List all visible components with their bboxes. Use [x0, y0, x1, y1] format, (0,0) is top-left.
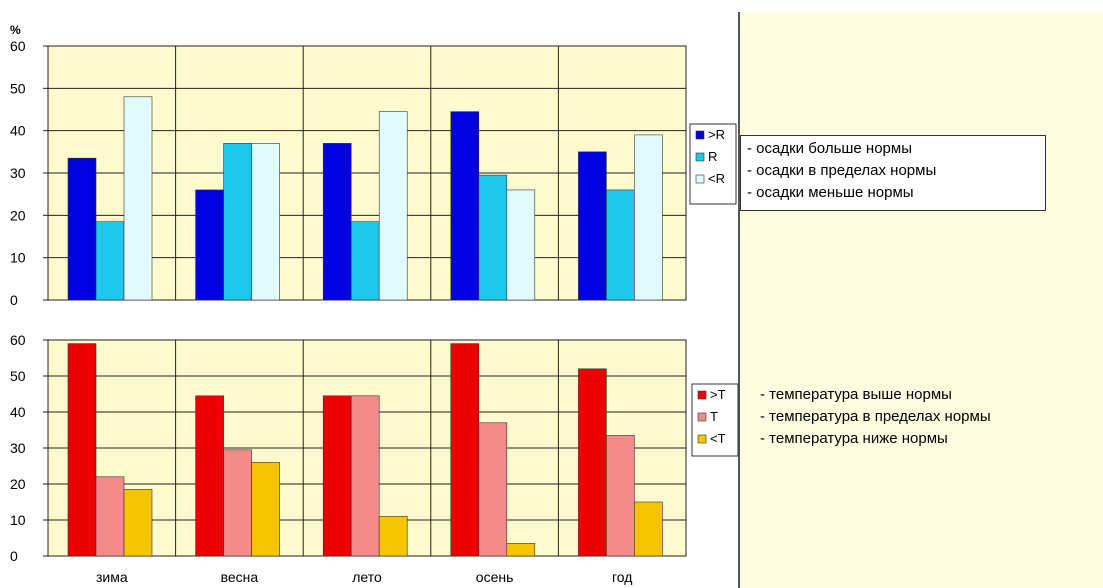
- bar: [506, 189, 536, 301]
- bar: [350, 395, 380, 557]
- bar: [378, 111, 408, 301]
- legend-label: <T: [710, 431, 726, 446]
- bar: [67, 343, 97, 557]
- legend-description: - осадки больше нормы: [747, 140, 912, 157]
- bar: [251, 143, 280, 301]
- temperature-chart: 0 10 20 30 40 50 60 зима весна лето осень год >T T <T: [10, 332, 739, 585]
- y-tick-label: 0: [10, 548, 18, 564]
- x-tick-label: лето: [352, 569, 382, 585]
- legend-swatch: [695, 174, 705, 184]
- y-tick-label: 60: [10, 38, 26, 54]
- bar: [67, 157, 97, 301]
- bar: [123, 96, 153, 301]
- legend-label: <R: [708, 171, 725, 186]
- bar: [578, 151, 607, 301]
- x-tick-label: осень: [476, 569, 514, 585]
- bar: [378, 516, 408, 557]
- y-axis-label: %: [10, 23, 21, 37]
- y-tick-label: 40: [10, 404, 26, 420]
- legend-label: T: [710, 409, 718, 424]
- legend-swatch: [695, 152, 705, 162]
- precipitation-chart: 0 10 20 30 40 50 60 >R R <R: [10, 38, 737, 308]
- legend-description: - температура в пределах нормы: [760, 408, 991, 425]
- bar: [95, 221, 125, 301]
- bar: [251, 462, 280, 557]
- bar: [322, 395, 352, 557]
- bar: [223, 143, 252, 301]
- legend-label: >T: [710, 387, 726, 402]
- x-tick-label: весна: [221, 569, 259, 585]
- legend-swatch: [697, 412, 707, 422]
- y-tick-label: 0: [10, 292, 18, 308]
- bar: [478, 174, 508, 301]
- y-tick-label: 30: [10, 440, 26, 456]
- bar: [478, 422, 508, 557]
- y-tick-label: 60: [10, 332, 26, 348]
- legend-label: R: [708, 149, 717, 164]
- bar: [195, 189, 224, 301]
- bar: [578, 368, 607, 557]
- bar: [506, 543, 536, 557]
- bar: [322, 143, 352, 301]
- bar: [606, 435, 635, 557]
- y-tick-label: 20: [10, 476, 26, 492]
- y-tick-label: 10: [10, 250, 26, 266]
- bar: [634, 134, 663, 301]
- bar: [450, 111, 480, 301]
- bar: [223, 449, 252, 557]
- y-tick-label: 40: [10, 123, 26, 139]
- legend-description: - температура ниже нормы: [760, 430, 948, 447]
- bar: [350, 221, 380, 301]
- y-tick-label: 50: [10, 80, 26, 96]
- legend-label: >R: [708, 127, 725, 142]
- legend-description: - осадки меньше нормы: [747, 184, 914, 201]
- bar: [606, 189, 635, 301]
- bar: [450, 343, 480, 557]
- legend-swatch: [697, 390, 707, 400]
- bar: [195, 395, 224, 557]
- x-tick-label: зима: [96, 569, 128, 585]
- x-tick-label: год: [612, 569, 632, 585]
- precipitation-legend-descriptions: - осадки больше нормы - осадки в предела…: [740, 135, 1046, 211]
- legend-swatch: [695, 130, 705, 140]
- legend-swatch: [697, 434, 707, 444]
- y-tick-label: 30: [10, 165, 26, 181]
- temperature-legend-descriptions: - температура выше нормы - температура в…: [750, 384, 1100, 450]
- y-tick-label: 20: [10, 207, 26, 223]
- y-tick-label: 50: [10, 368, 26, 384]
- right-panel: [738, 12, 1103, 588]
- bar: [95, 476, 125, 557]
- legend-description: - осадки в пределах нормы: [747, 162, 937, 179]
- bar: [634, 501, 663, 557]
- legend-description: - температура выше нормы: [760, 386, 952, 403]
- bar: [123, 489, 153, 557]
- y-tick-label: 10: [10, 512, 26, 528]
